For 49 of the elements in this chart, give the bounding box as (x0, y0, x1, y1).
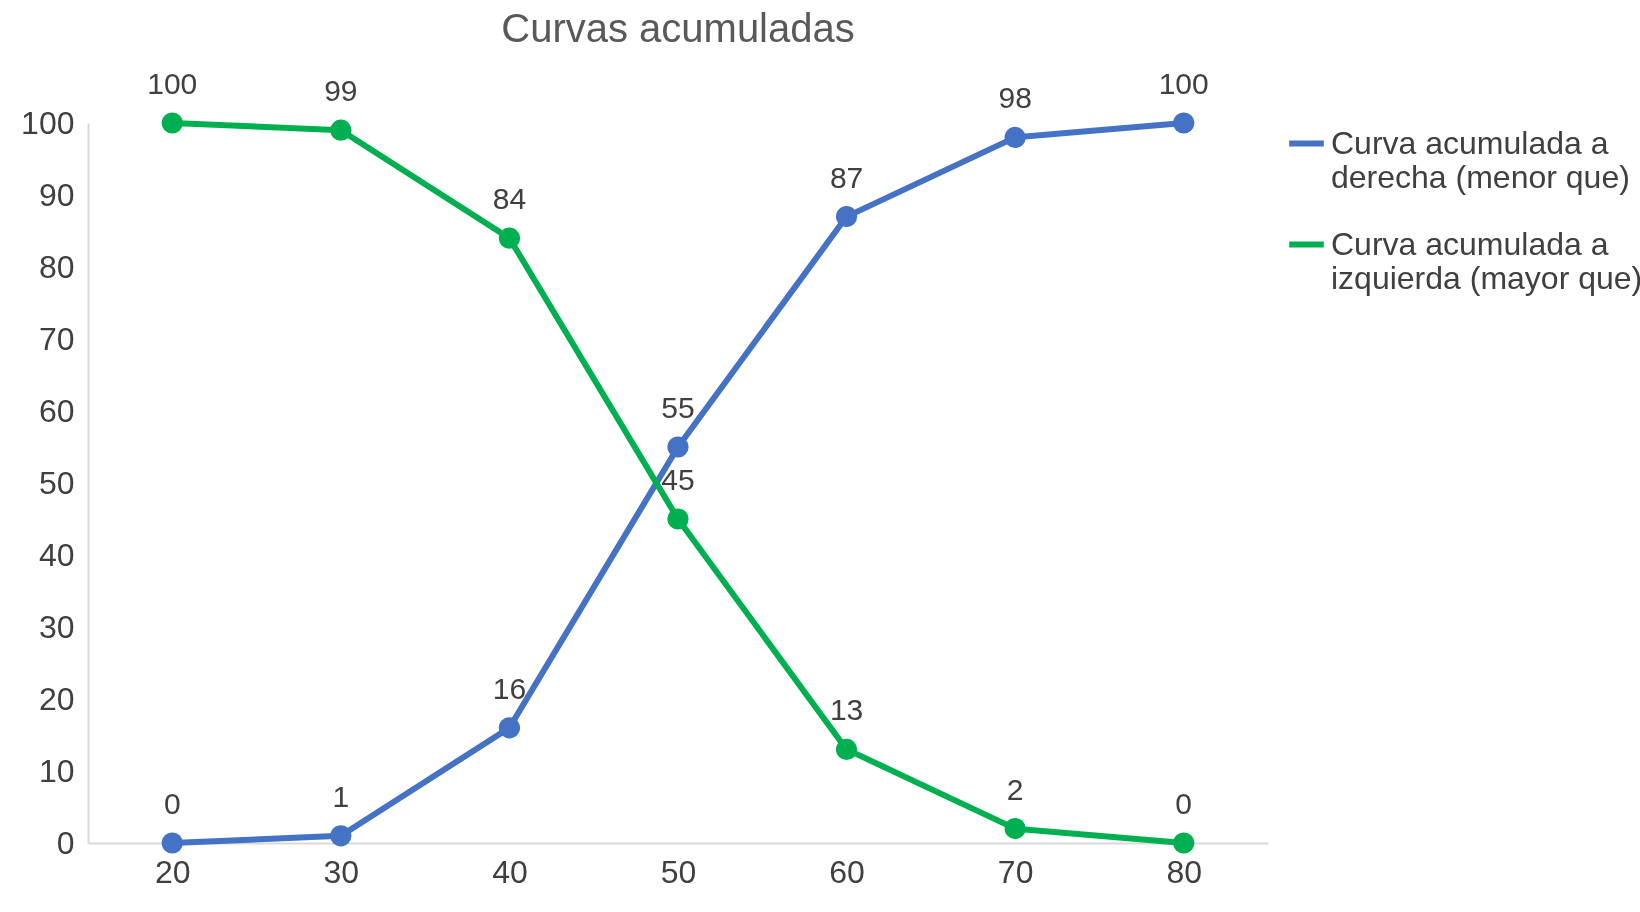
data-label: 98 (998, 81, 1032, 115)
y-tick-label: 40 (38, 536, 75, 573)
x-tick-label: 60 (829, 853, 865, 890)
data-label: 2 (1006, 772, 1024, 806)
x-tick-label: 40 (492, 853, 528, 890)
y-tick-label: 30 (38, 608, 75, 645)
data-label: 87 (829, 160, 864, 194)
data-label: 13 (829, 693, 864, 727)
y-tick-label: 50 (38, 464, 75, 501)
point (498, 717, 521, 739)
point (1173, 832, 1195, 854)
data-label: 99 (324, 74, 358, 108)
chart-title: Curvas acumuladas (501, 6, 855, 50)
point (161, 112, 183, 134)
legend-label: Curva acumulada a izquierda (mayor que) (1331, 225, 1640, 296)
data-label: 100 (1158, 67, 1209, 100)
y-tick-label: 80 (38, 248, 75, 285)
data-label: 16 (492, 671, 527, 705)
y-tick-label: 0 (56, 824, 75, 861)
point (330, 825, 352, 847)
point (835, 206, 858, 228)
point (1004, 126, 1026, 148)
data-label: 55 (661, 391, 695, 424)
data-label: 0 (163, 787, 181, 820)
y-tick-label: 10 (38, 752, 75, 789)
y-tick-label: 60 (38, 392, 75, 429)
point (667, 508, 689, 530)
point (667, 436, 689, 458)
data-label: 45 (661, 463, 695, 496)
point (161, 832, 183, 854)
x-tick-label: 50 (660, 853, 697, 890)
y-tick-label: 20 (38, 680, 75, 717)
point (330, 119, 352, 141)
y-tick-label: 90 (38, 176, 75, 213)
y-tick-label: 70 (38, 320, 75, 357)
x-tick-label: 30 (323, 853, 360, 890)
data-label: 0 (1175, 787, 1193, 820)
x-tick-label: 80 (1166, 853, 1203, 890)
point (498, 227, 521, 249)
data-label: 100 (147, 67, 198, 100)
point (835, 738, 858, 760)
point (1004, 818, 1026, 840)
x-tick-label: 70 (997, 853, 1034, 890)
data-label: 84 (492, 182, 527, 216)
y-tick-label: 100 (21, 104, 75, 141)
legend-label: Curva acumulada a derecha (menor que) (1331, 124, 1630, 195)
point (1173, 112, 1195, 134)
data-label: 1 (332, 779, 350, 813)
x-tick-label: 20 (154, 853, 191, 890)
